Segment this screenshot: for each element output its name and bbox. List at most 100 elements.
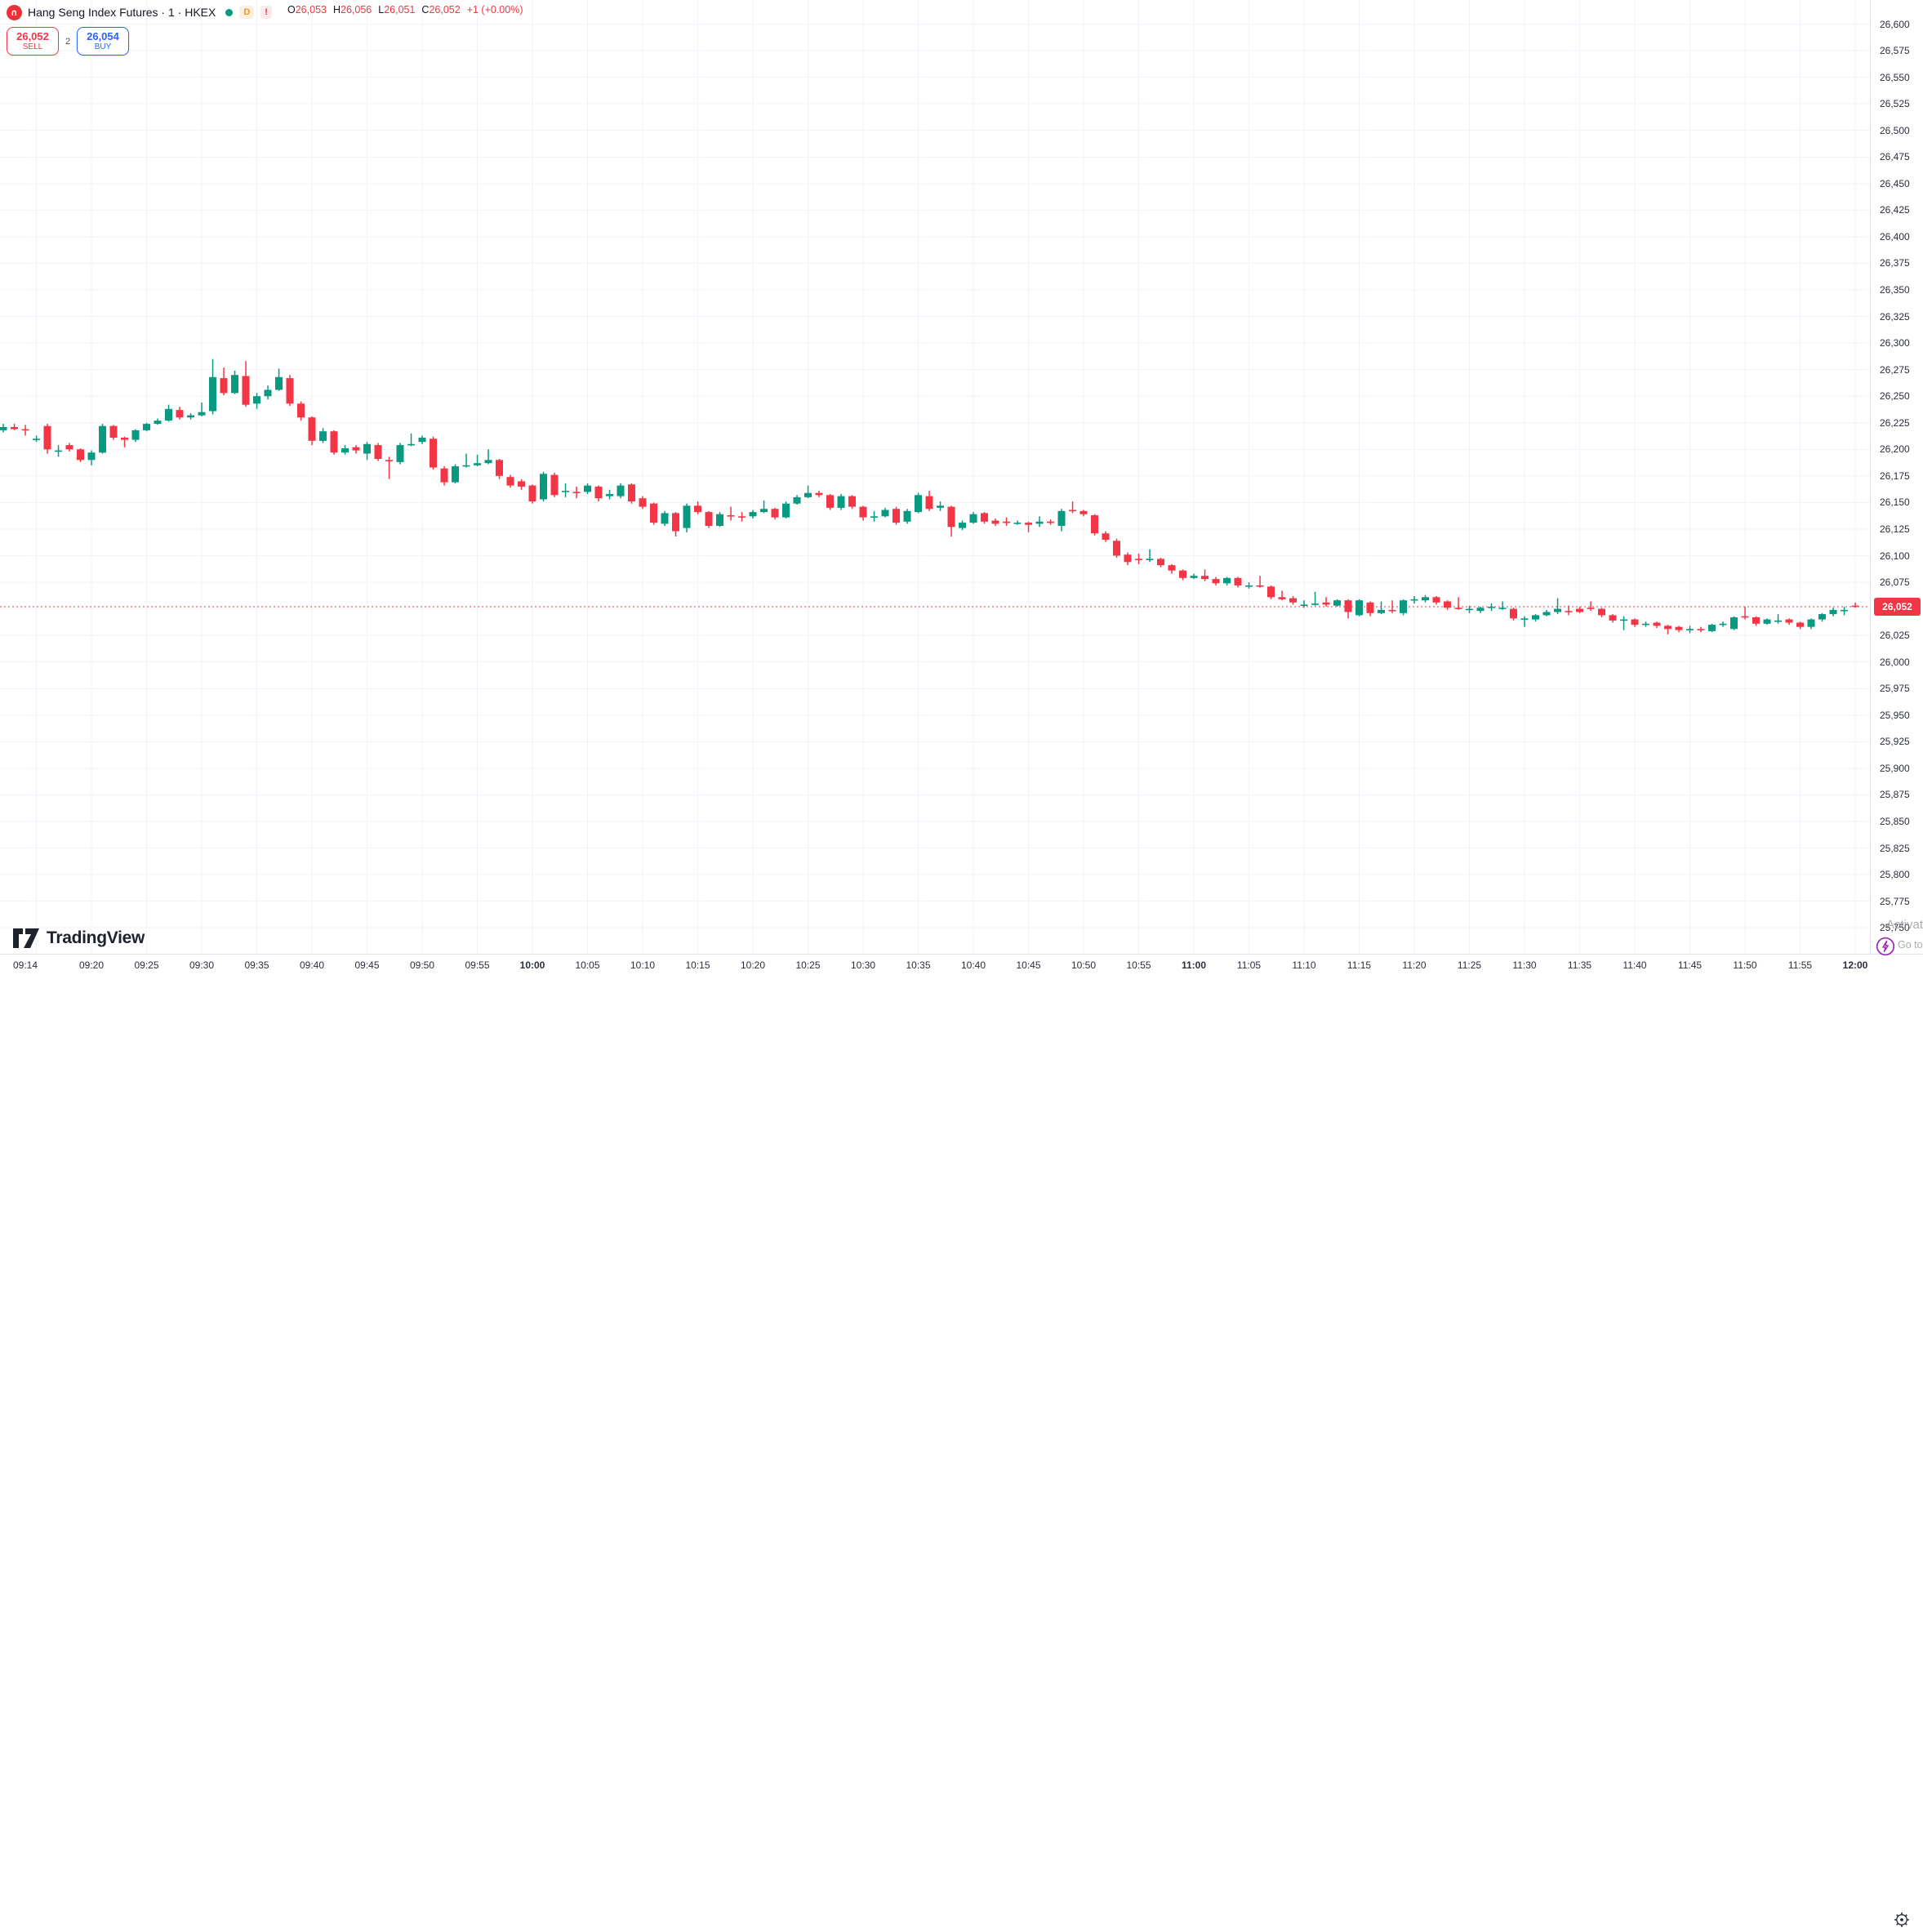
time-tick-label: 09:40 bbox=[299, 959, 325, 971]
candle-wick bbox=[1380, 601, 1382, 615]
price-axis[interactable]: 26,052 26,600 26,575 26,550 26,525 26,500 26,… bbox=[1870, 0, 1923, 954]
candle-body bbox=[396, 445, 404, 462]
candle-wick bbox=[1303, 600, 1305, 608]
sell-button[interactable]: 26,052 SELL bbox=[7, 27, 59, 56]
time-tick-label: 10:55 bbox=[1126, 959, 1151, 971]
candle-body bbox=[1069, 510, 1076, 512]
candle-body bbox=[1322, 602, 1330, 605]
candle-body bbox=[1079, 510, 1088, 514]
candle-body bbox=[1003, 521, 1010, 523]
time-axis[interactable]: 09:14 09:20 09:25 09:30 09:35 09:40 09:45 09:50… bbox=[0, 954, 1923, 1927]
candle-body bbox=[154, 421, 162, 424]
candle-body bbox=[1179, 570, 1186, 578]
candle-wick bbox=[1777, 614, 1779, 624]
price-tick-label: 25,875 bbox=[1880, 789, 1910, 801]
candle-body bbox=[1609, 615, 1617, 621]
alert-badge[interactable]: ! bbox=[260, 6, 272, 19]
candle-body bbox=[650, 503, 657, 523]
chart-pane[interactable] bbox=[0, 0, 1870, 954]
candle-body bbox=[672, 513, 679, 532]
candle-body bbox=[1057, 510, 1066, 526]
candle-body bbox=[959, 523, 966, 528]
candle-body bbox=[1730, 617, 1738, 630]
candle-body bbox=[253, 396, 260, 404]
candle-body bbox=[1466, 608, 1473, 611]
tradingview-logo[interactable]: TradingView bbox=[12, 928, 145, 949]
candle-wick bbox=[1667, 625, 1669, 634]
candle-wick bbox=[1325, 597, 1327, 607]
windows-watermark-line1: Activate W bbox=[1886, 918, 1923, 932]
time-tick-label: 11:05 bbox=[1236, 959, 1262, 971]
time-tick-label: 11:10 bbox=[1292, 959, 1316, 971]
time-tick-label: 11:45 bbox=[1677, 959, 1703, 971]
candle-wick bbox=[1524, 616, 1525, 627]
market-status-dot-icon[interactable] bbox=[225, 8, 234, 16]
price-tick-label: 26,500 bbox=[1880, 124, 1910, 136]
symbol-title[interactable]: Hang Seng Index Futures · 1 · HKEX bbox=[28, 6, 216, 19]
quick-trade-lightning-icon[interactable] bbox=[1876, 937, 1895, 956]
windows-watermark-line2: Go to Se bbox=[1898, 939, 1923, 950]
candle-body bbox=[1697, 629, 1705, 630]
candle-body bbox=[363, 443, 371, 454]
candle-wick bbox=[1590, 601, 1591, 612]
candle-body bbox=[474, 463, 481, 465]
candle-body bbox=[705, 512, 713, 526]
candle-body bbox=[815, 492, 823, 496]
candle-body bbox=[628, 484, 635, 502]
candle-body bbox=[65, 445, 73, 450]
candle-body bbox=[1234, 577, 1242, 585]
candlestick-chart[interactable] bbox=[0, 0, 1870, 954]
price-tick-label: 26,250 bbox=[1880, 390, 1910, 403]
open-label: O bbox=[287, 4, 296, 16]
candle-body bbox=[506, 477, 514, 486]
candle-body bbox=[1498, 608, 1507, 609]
candle-body bbox=[418, 438, 426, 443]
candle-wick bbox=[564, 483, 567, 497]
candle-wick bbox=[123, 436, 126, 447]
candle-body bbox=[925, 496, 933, 510]
candle-body bbox=[562, 491, 569, 492]
ohlc-legend: O26,053 H26,056 L26,051 C26,052 +1 (+0.00%) bbox=[287, 4, 523, 16]
candle-body bbox=[738, 516, 746, 518]
candle-body bbox=[716, 514, 723, 526]
candle-body bbox=[1344, 600, 1352, 612]
candle-body bbox=[1135, 559, 1142, 560]
candle-wick bbox=[1204, 569, 1206, 581]
candle-wick bbox=[763, 500, 765, 514]
time-tick-label: 09:25 bbox=[134, 959, 159, 971]
candle-body bbox=[484, 460, 492, 464]
axis-settings-gear-icon[interactable] bbox=[1894, 1912, 1910, 1928]
candle-body bbox=[77, 449, 84, 461]
time-tick-label: 10:00 bbox=[519, 959, 545, 971]
candle-body bbox=[109, 425, 118, 438]
time-tick-label: 09:30 bbox=[189, 959, 215, 971]
candle-body bbox=[198, 412, 206, 416]
price-tick-label: 26,575 bbox=[1880, 45, 1910, 57]
buy-button[interactable]: 26,054 BUY bbox=[77, 27, 129, 56]
candle-body bbox=[793, 496, 801, 504]
price-tick-label: 25,750 bbox=[1880, 922, 1910, 934]
price-tick-label: 26,025 bbox=[1880, 630, 1910, 642]
notification-badge-d[interactable]: D bbox=[239, 6, 255, 19]
price-tick-label: 26,275 bbox=[1880, 363, 1910, 376]
time-tick-label: 10:40 bbox=[960, 959, 986, 971]
candle-body bbox=[143, 424, 150, 430]
candle-body bbox=[440, 468, 448, 483]
candle-body bbox=[1400, 600, 1407, 613]
candle-body bbox=[1520, 618, 1529, 620]
candle-body bbox=[1708, 625, 1716, 631]
candle-body bbox=[452, 466, 459, 483]
candle-body bbox=[760, 509, 768, 513]
candle-body bbox=[1157, 559, 1164, 566]
candle-body bbox=[1598, 608, 1605, 616]
candle-body bbox=[1388, 609, 1396, 612]
candle-body bbox=[407, 443, 415, 446]
candle-body bbox=[937, 505, 944, 508]
time-tick-label: 09:55 bbox=[465, 959, 490, 971]
symbol-header: ∩ Hang Seng Index Futures · 1 · HKEX D ! bbox=[7, 3, 272, 21]
candle-wick bbox=[476, 454, 479, 467]
candle-body bbox=[572, 492, 581, 493]
candle-body bbox=[330, 431, 338, 453]
candle-wick bbox=[1623, 616, 1625, 630]
price-tick-label: 26,075 bbox=[1880, 576, 1910, 589]
